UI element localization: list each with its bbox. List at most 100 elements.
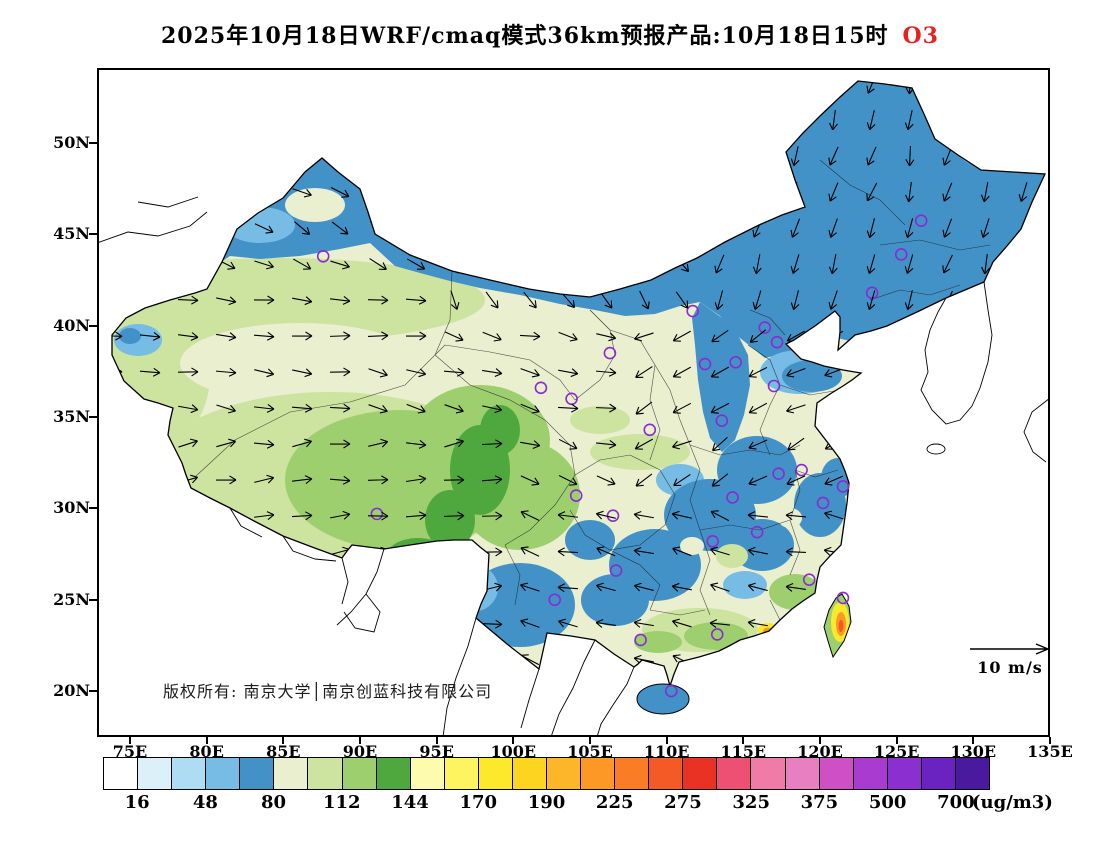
wind-arrow [520,618,540,628]
wind-arrow [487,146,498,166]
wind-arrow [595,619,616,628]
wind-arrow [112,331,123,341]
wind-arrow [294,81,311,91]
wind-arrow [177,655,199,665]
x-axis-label: 115E [720,742,767,761]
x-axis-tick [972,737,975,744]
wind-arrow [564,182,574,202]
wind-arrow [599,81,613,93]
station-marker [698,357,712,371]
y-axis-tick [89,690,97,693]
colorbar-segment [955,758,990,789]
x-axis-tick [435,737,438,744]
wind-arrow [487,110,498,130]
wind-arrow [254,511,275,520]
x-axis-label: 90E [342,742,378,761]
wind-arrow [524,81,536,94]
y-axis-label: 50N [53,133,90,153]
wind-arrow [443,547,465,557]
wind-arrow [112,259,122,270]
colorbar-segment [751,758,786,789]
wind-arrow [980,578,990,598]
wind-arrow [140,582,161,592]
colorbar-segment [615,758,650,789]
page-title: 2025年10月18日WRF/cmaq模式36km预报产品:10月18日15时 O… [0,18,1100,50]
wind-arrow [482,368,503,377]
wind-arrow [140,115,160,126]
colorbar-segment [376,758,411,789]
wind-arrow [112,475,123,484]
wind-arrow [903,543,917,561]
wind-arrow [140,511,161,520]
wind-arrow [942,327,954,346]
wind-arrow [481,439,503,449]
colorbar-segment [819,758,854,789]
wind-arrow [112,116,122,126]
wind-arrow [633,582,654,592]
wind-arrow [637,147,651,165]
wind-arrow [140,692,160,701]
wind-arrow [142,185,159,200]
wind-arrow [940,364,956,380]
wind-arrow [602,218,612,238]
wind-arrow [216,511,237,521]
wind-arrow [448,147,460,165]
y-axis-label: 20N [53,681,90,701]
wind-arrow [1018,146,1028,167]
wind-arrow [710,582,730,592]
wind-arrow [635,366,653,379]
wind-arrow [217,222,235,234]
wind-arrow [368,368,388,378]
wind-arrow [978,508,994,525]
wind-arrow [291,619,313,629]
x-axis-label: 95E [419,742,454,761]
x-axis-tick [895,737,898,744]
wind-arrow [558,475,578,486]
wind-arrow [785,511,807,521]
wind-arrow [255,185,273,199]
wind-arrow [709,619,730,629]
wind-arrow [866,290,876,311]
wind-arrow [330,260,350,270]
wind-arrow [1018,182,1028,202]
wind-arrow [748,691,769,701]
wind-arrow [866,146,877,166]
wind-arrow [904,218,914,239]
wind-arrow [558,654,578,665]
wind-arrow [828,290,838,310]
y-axis-label: 45N [53,224,90,244]
wind-arrow [861,654,882,664]
wind-arrow [674,81,690,92]
wind-arrow [405,295,427,305]
station-marker [802,573,816,586]
wind-arrow [1018,470,1028,490]
station-marker [643,423,657,437]
wind-arrow [329,367,351,377]
wind-arrow [520,475,540,486]
wind-arrow [1018,81,1028,95]
wind-arrow [112,655,123,665]
station-marker [770,335,784,349]
wind-arrow [253,439,275,449]
x-axis-tick [588,737,591,744]
wind-arrow [676,111,688,129]
wind-arrow [828,254,838,275]
wind-arrow [407,113,425,127]
wind-arrow [940,616,956,632]
wind-arrow [828,218,838,238]
taiwan-island [823,593,852,658]
colorbar-tick-label: 112 [323,792,361,813]
wind-arrow [787,437,805,451]
wind-arrow [254,618,275,628]
wind-arrow [443,511,465,521]
wind-arrow [293,258,312,270]
station-marker [726,491,739,504]
wind-arrow [178,223,198,234]
wind-arrow [903,435,917,453]
title-text: 2025年10月18日WRF/cmaq模式36km预报产品:10月18日15时 [160,23,889,49]
wind-arrow [862,366,881,378]
x-axis-label: 100E [490,742,537,761]
wind-arrow [747,582,768,592]
wind-arrow [596,654,616,665]
